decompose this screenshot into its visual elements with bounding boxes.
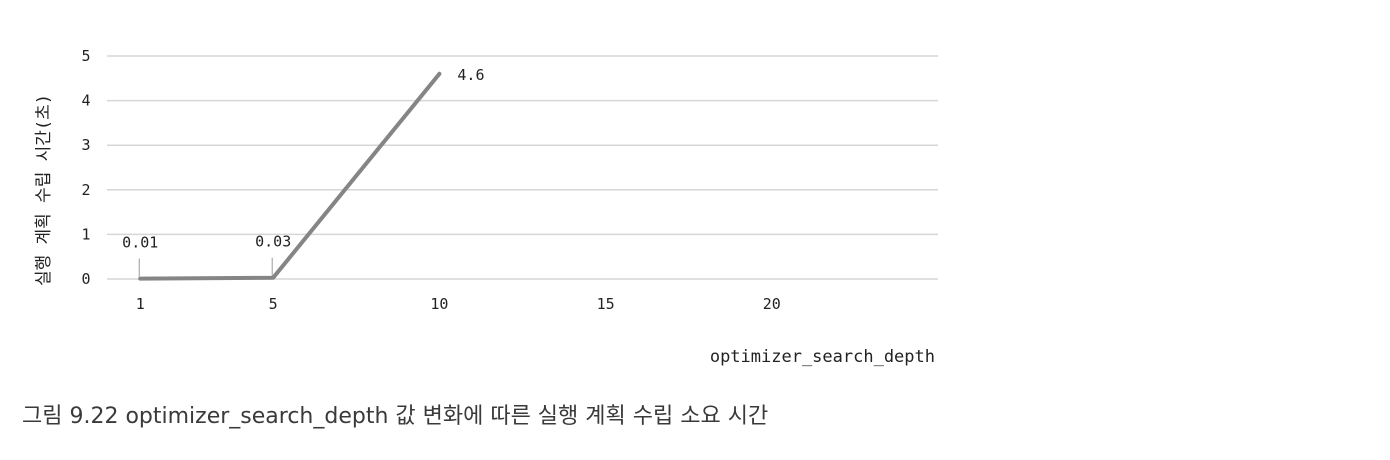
- y-tick-label: 4: [81, 92, 90, 110]
- x-tick-label: 15: [597, 295, 615, 313]
- x-axis-ticks: 1 5 10 15 20: [136, 295, 781, 313]
- gridlines: [107, 55, 938, 280]
- x-axis-title: optimizer_search_depth: [710, 347, 935, 367]
- y-tick-label: 0: [81, 270, 90, 288]
- y-tick-label: 1: [81, 225, 90, 243]
- y-axis-title: 실행 계획 수립 시간(초): [34, 94, 54, 286]
- data-labels: 0.01 0.03 4.6: [122, 66, 484, 277]
- y-tick-label: 2: [81, 181, 90, 199]
- series-line: [138, 71, 442, 281]
- data-label: 4.6: [457, 66, 484, 84]
- series-line-group: [138, 71, 442, 281]
- x-tick-label: 10: [430, 295, 448, 313]
- data-label: 0.01: [122, 234, 158, 252]
- y-tick-label: 3: [81, 136, 90, 154]
- y-tick-label: 5: [81, 47, 90, 65]
- data-label: 0.03: [255, 233, 291, 251]
- x-tick-label: 20: [763, 295, 781, 313]
- y-axis-ticks: 0 1 2 3 4 5: [81, 47, 90, 288]
- x-tick-label: 1: [136, 295, 145, 313]
- figure-caption: 그림 9.22 optimizer_search_depth 값 변화에 따른 …: [22, 404, 769, 429]
- x-tick-label: 5: [269, 295, 278, 313]
